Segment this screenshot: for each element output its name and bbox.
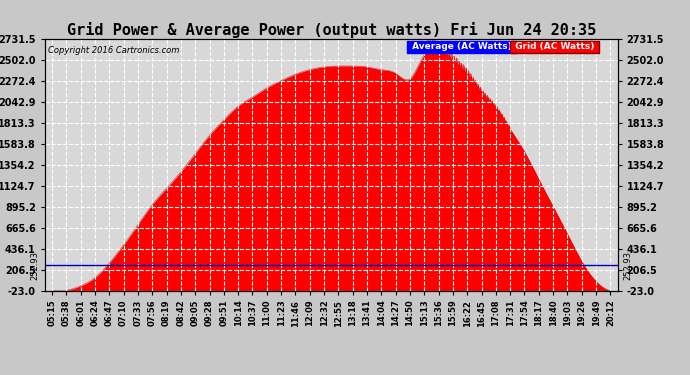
Text: Grid (AC Watts): Grid (AC Watts) — [511, 42, 597, 51]
Title: Grid Power & Average Power (output watts) Fri Jun 24 20:35: Grid Power & Average Power (output watts… — [66, 22, 596, 38]
Text: 252.93: 252.93 — [30, 251, 39, 280]
Text: Average (AC Watts): Average (AC Watts) — [408, 42, 514, 51]
Text: Copyright 2016 Cartronics.com: Copyright 2016 Cartronics.com — [48, 46, 179, 55]
Text: 252.93: 252.93 — [623, 251, 632, 280]
